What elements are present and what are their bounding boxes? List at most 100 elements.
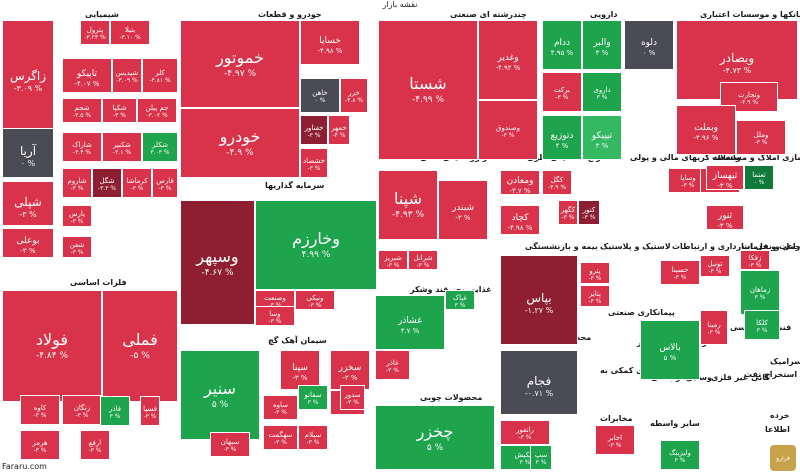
treemap-tile[interactable]: شستا -۴.۹۹ % xyxy=(378,20,478,160)
treemap-tile[interactable]: خموتور -۴.۹۷ % xyxy=(180,20,300,108)
treemap-tile[interactable]: فارس -۳ % xyxy=(152,168,178,198)
treemap-tile[interactable]: شجم -۳.۵ % xyxy=(62,98,102,123)
treemap-tile[interactable]: کچاد -۴.۹۸ % xyxy=(500,205,540,235)
treemap-tile[interactable]: زنگان -۳ % xyxy=(62,395,102,425)
treemap-tile[interactable]: فولاد -۴.۸۴ % xyxy=(2,290,102,402)
treemap-tile[interactable]: آریا ۰ % xyxy=(2,128,54,178)
treemap-tile[interactable]: شکلر ۳.۰۳ % xyxy=(142,132,178,162)
treemap-tile[interactable]: ولیزینگ ۳ % xyxy=(660,440,700,470)
treemap-tile[interactable]: خساپا -۴.۹۸ % xyxy=(300,20,360,65)
tile-symbol: شستا xyxy=(409,74,447,93)
tile-change: -۳ % xyxy=(754,139,768,146)
treemap-tile[interactable]: وبملت -۴.۹۶ % xyxy=(676,105,736,155)
treemap-tile[interactable]: بالاس ۵ % xyxy=(640,320,700,380)
treemap-tile[interactable]: خزر -۴.۸ % xyxy=(340,78,368,113)
treemap-tile[interactable]: والبر ۳ % xyxy=(582,20,622,70)
treemap-tile[interactable]: غاذر -۳ % xyxy=(375,350,410,380)
treemap-tile[interactable]: شکبیر -۳.۱ % xyxy=(102,132,142,162)
treemap-tile[interactable]: دتوزیع ۴ % xyxy=(542,115,582,160)
treemap-tile[interactable]: پارس -۳ % xyxy=(62,205,92,227)
treemap-tile[interactable]: ساوه -۳ % xyxy=(263,395,298,420)
treemap-tile[interactable]: رمینا -۳ % xyxy=(700,310,728,345)
treemap-tile[interactable]: خودرو -۴.۹ % xyxy=(180,108,300,178)
treemap-tile[interactable]: پترو -۳ % xyxy=(580,262,610,284)
treemap-tile[interactable]: سیلام -۳ % xyxy=(298,425,328,450)
treemap-tile[interactable]: سفانو ۳ % xyxy=(298,385,328,410)
treemap-tile[interactable]: کنور -۳ % xyxy=(578,200,600,225)
treemap-tile[interactable]: سهگمت -۳ % xyxy=(263,425,298,450)
treemap-tile[interactable]: خفناور -۳ % xyxy=(300,115,328,145)
treemap-tile[interactable]: غپاک ۳ % xyxy=(445,290,475,310)
treemap-tile[interactable]: کگهر -۳ % xyxy=(558,200,578,225)
treemap-tile[interactable]: پترول -۳.۲۳ % xyxy=(80,20,110,45)
treemap-tile[interactable]: کلکا ۳ % xyxy=(744,310,780,340)
treemap-tile[interactable]: شفن -۳ % xyxy=(62,236,92,258)
tile-symbol: پتایر xyxy=(588,289,601,298)
treemap-tile[interactable]: وسا -۳ % xyxy=(255,306,295,326)
treemap-tile[interactable]: غشاذر ۴.۷ % xyxy=(375,295,445,350)
treemap-tile[interactable]: کگل -۳.۹ % xyxy=(542,170,572,195)
treemap-tile[interactable]: تاپیکو -۴.۰۷ % xyxy=(62,58,112,93)
treemap-tile[interactable]: ومعادن -۳.۷ % xyxy=(500,170,540,195)
treemap-tile[interactable]: شپنا -۴.۹۳ % xyxy=(378,170,438,240)
tile-symbol: پترو xyxy=(589,266,601,275)
treemap-tile[interactable]: فملی -۵ % xyxy=(102,290,178,402)
treemap-tile[interactable]: ثعتما ۰ % xyxy=(744,165,774,190)
treemap-tile[interactable]: تیپیکو ۳ % xyxy=(582,115,622,160)
treemap-tile[interactable]: بتیلا -۳.۱۰ % xyxy=(110,20,150,45)
treemap-tile[interactable]: سدور -۳ % xyxy=(340,385,365,410)
treemap-tile[interactable]: دلوه ۰ % xyxy=(624,20,674,70)
treemap-tile[interactable]: وملل -۳ % xyxy=(736,120,786,155)
treemap-tile[interactable]: وسپهر -۴.۶۷ % xyxy=(180,200,255,325)
treemap-tile[interactable]: ثبهساز -۳ % xyxy=(706,165,744,190)
treemap-tile[interactable]: کلر -۴.۸۱ % xyxy=(142,58,178,93)
treemap-tile[interactable]: فاذر ۳ % xyxy=(100,396,130,426)
treemap-tile[interactable]: خمهر -۴ % xyxy=(328,115,350,145)
treemap-tile[interactable]: ثنور -۳ % xyxy=(706,205,744,230)
treemap-tile[interactable]: زاگرس -۳.۰۹ % xyxy=(2,20,54,135)
treemap-tile[interactable]: زماهان ۳ % xyxy=(740,270,780,315)
treemap-tile[interactable]: تونیل -۳ % xyxy=(700,255,730,277)
treemap-tile[interactable]: سپنا -۳ % xyxy=(280,350,320,390)
treemap-tile[interactable]: فسپا -۳ % xyxy=(140,396,160,426)
treemap-tile[interactable]: برکت -۳ % xyxy=(542,72,582,112)
treemap-tile[interactable]: پتایر -۳ % xyxy=(580,285,610,307)
treemap-tile[interactable]: سنیر ۵ % xyxy=(180,350,260,440)
treemap-tile[interactable]: سخزر -۳ % xyxy=(330,350,370,390)
treemap-tile[interactable]: وغدیر -۴.۹۲ % xyxy=(478,20,538,100)
treemap-tile[interactable]: سبهان -۳ % xyxy=(210,432,250,457)
treemap-tile[interactable]: خاهن ۰ % xyxy=(300,78,340,113)
tile-symbol: وغدیر xyxy=(497,53,519,63)
treemap-tile[interactable]: شکپا -۳ % xyxy=(102,98,137,123)
treemap-tile[interactable]: اخابر -۳ % xyxy=(595,425,635,455)
treemap-tile[interactable]: شبندر -۳ % xyxy=(438,180,488,240)
treemap-tile[interactable]: حسینا -۳ % xyxy=(660,260,700,285)
treemap-tile[interactable]: بوعلی -۳ % xyxy=(2,228,54,258)
treemap-tile[interactable]: شپلی -۳ % xyxy=(2,181,54,226)
treemap-tile[interactable]: کرماشا -۳ % xyxy=(122,168,152,198)
treemap-tile[interactable]: بپاس -۱.۲۷ % xyxy=(500,255,578,345)
treemap-tile[interactable]: ارفع -۳ % xyxy=(80,430,110,460)
treemap-tile[interactable]: خشصاد -۳ % xyxy=(300,148,328,178)
treemap-tile[interactable]: سپ ۳ % xyxy=(530,445,552,470)
treemap-tile[interactable]: جم پیلن -۳.۰۲ % xyxy=(137,98,177,123)
treemap-tile[interactable]: وصندوق -۳ % xyxy=(478,100,538,160)
treemap-tile[interactable]: شبریز -۳ % xyxy=(378,250,408,270)
treemap-tile[interactable]: رانفور -۳ % xyxy=(500,420,550,445)
treemap-tile[interactable]: شاروم -۳ % xyxy=(62,168,92,198)
treemap-tile[interactable]: وصنعت -۳ % xyxy=(255,290,295,310)
treemap-tile[interactable]: هرمز -۳ % xyxy=(20,430,60,460)
treemap-tile[interactable]: کاوه -۳ % xyxy=(20,395,60,425)
treemap-tile[interactable]: داروی ۳ % xyxy=(582,72,622,112)
treemap-tile[interactable]: شگل -۳.۳ % xyxy=(92,168,122,198)
treemap-tile[interactable]: چخزر ۵ % xyxy=(375,405,495,470)
treemap-tile[interactable]: زفکا -۳ % xyxy=(740,250,770,270)
treemap-tile[interactable]: فجام -۰.۷۱ % xyxy=(500,350,578,415)
tile-symbol: خفناور xyxy=(304,123,324,132)
treemap-tile[interactable]: شپدیس -۳.۰۹ % xyxy=(112,58,142,93)
treemap-tile[interactable]: ونیکی -۳ % xyxy=(295,290,335,310)
treemap-tile[interactable]: ددام ۴.۹۵ % xyxy=(542,20,582,70)
treemap-tile[interactable]: شاراک -۳.۴ % xyxy=(62,132,102,162)
treemap-tile[interactable]: وخارزم ۴.۹۹ % xyxy=(255,200,377,290)
treemap-tile[interactable]: شرانل -۳ % xyxy=(408,250,438,270)
